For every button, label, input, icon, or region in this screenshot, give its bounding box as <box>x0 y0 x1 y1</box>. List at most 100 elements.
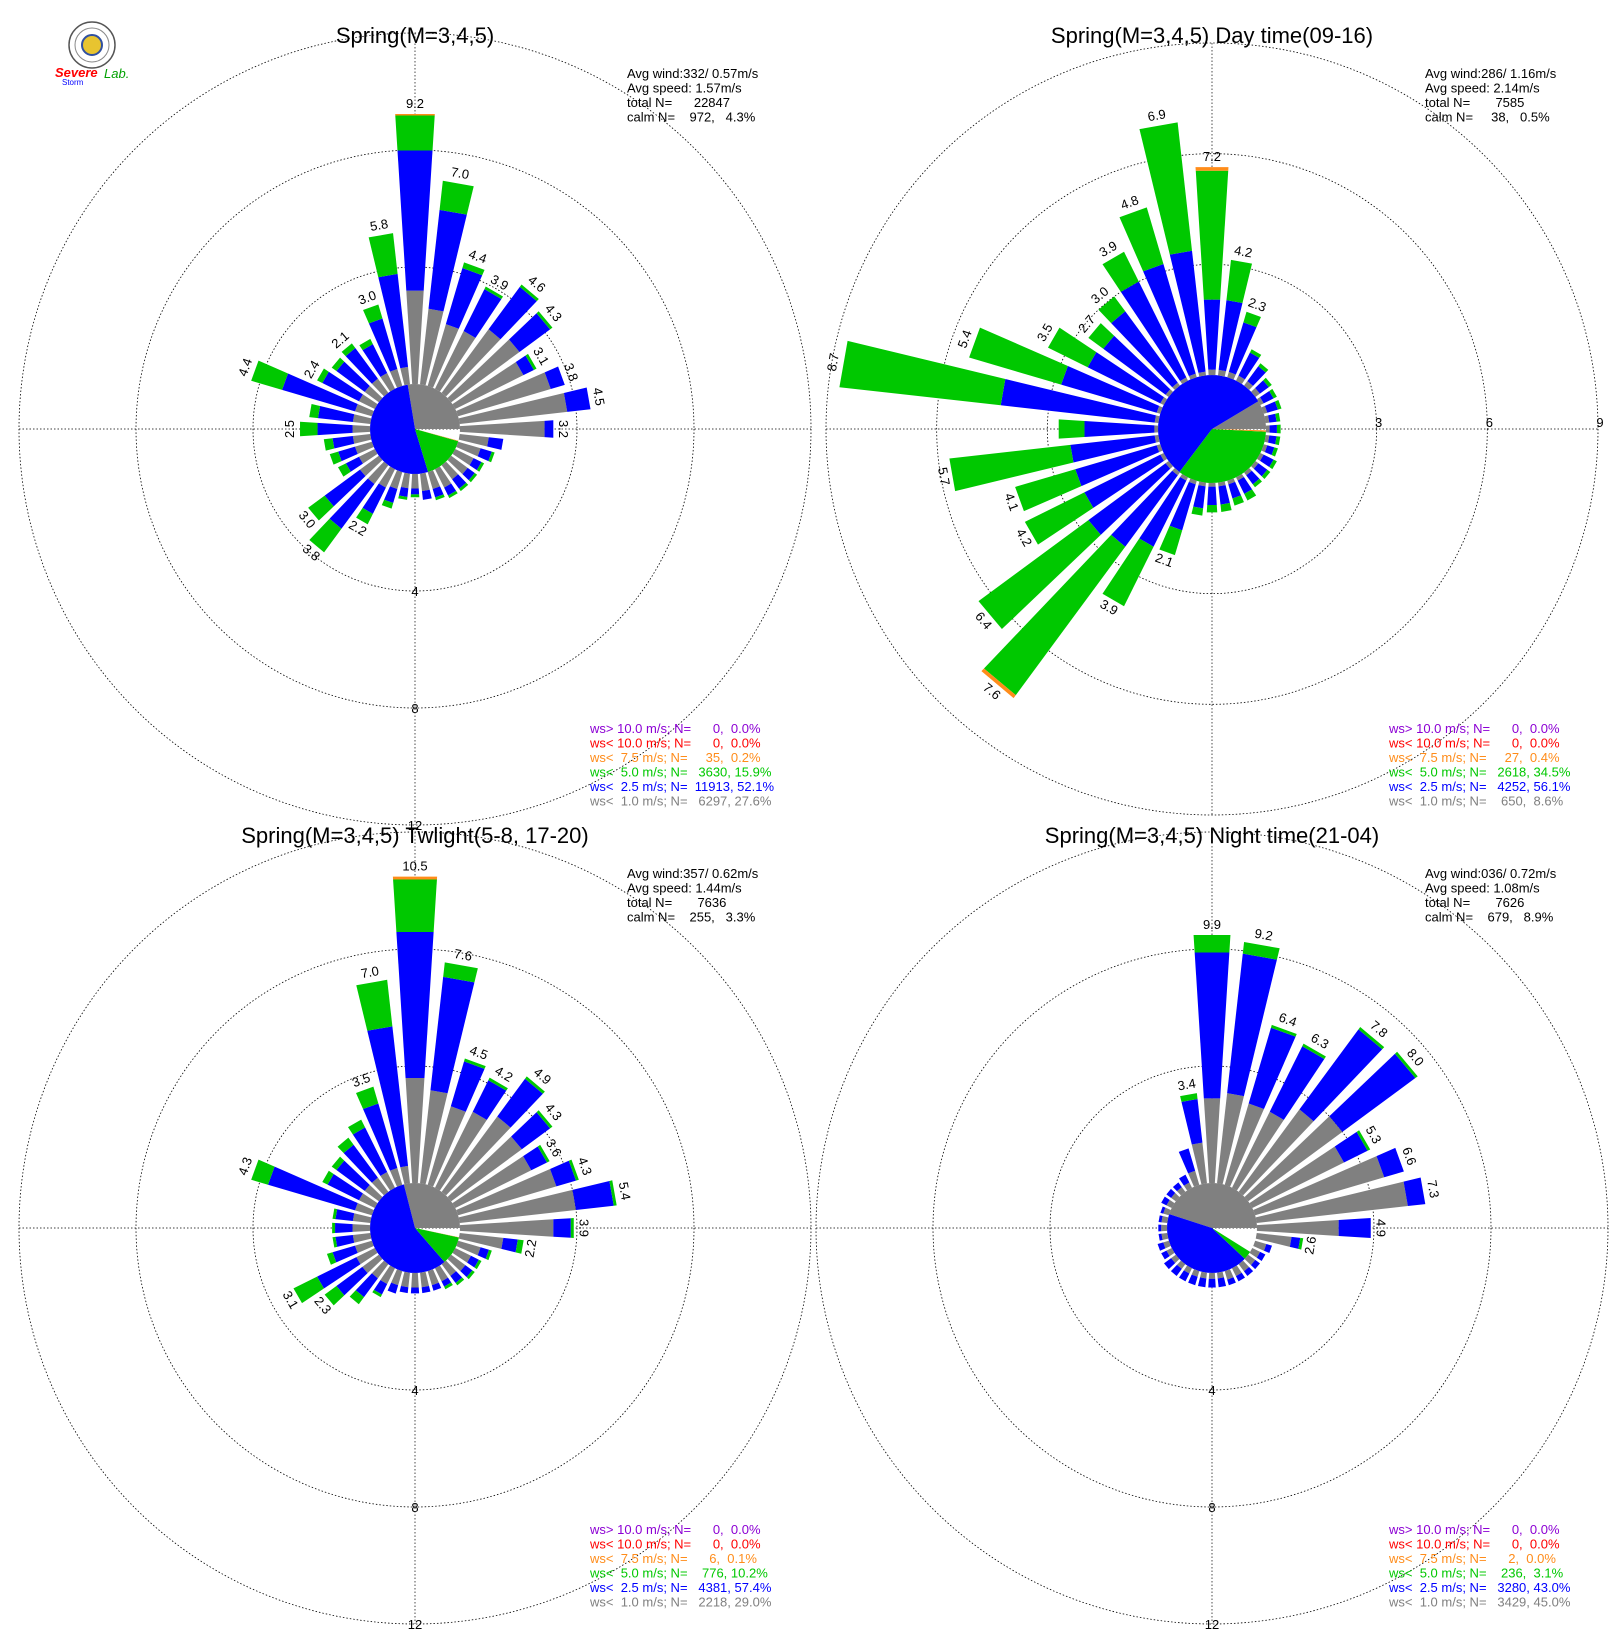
wind-bar-segment <box>1244 1116 1343 1202</box>
wind-bar-segment <box>1198 371 1206 377</box>
wind-bar-segment <box>435 494 445 501</box>
wind-bar-segment <box>1237 477 1253 494</box>
wind-bar-segment <box>444 1282 453 1290</box>
wind-bar-segment <box>329 478 375 529</box>
wind-bar-segment <box>444 483 457 496</box>
wind-bar-segment <box>364 1184 383 1202</box>
wind-bar-segment <box>1358 1026 1385 1050</box>
stat-calm-n: calm N= 38, 0.5% <box>1425 110 1550 125</box>
wind-bar-segment <box>1269 459 1277 470</box>
wind-bar-segment <box>1111 470 1178 547</box>
wind-bar-segment <box>1275 436 1281 446</box>
wind-bar-segment <box>472 1080 507 1120</box>
wind-bar-segment <box>373 1280 388 1295</box>
wind-bar-segment <box>336 1266 368 1296</box>
lab-logo: Severe Storm Lab. <box>55 21 129 87</box>
wind-bar-segment <box>439 180 474 215</box>
bar-value-label: 7.6 <box>453 946 473 964</box>
wind-bar-segment <box>839 340 1006 406</box>
wind-bar-segment <box>1139 477 1187 547</box>
wind-bar-segment <box>1015 469 1082 512</box>
wind-bar-segment <box>378 273 409 369</box>
wind-bar-segment <box>349 1290 364 1305</box>
wind-bar-segment <box>536 1110 553 1129</box>
wind-bar-segment <box>1227 1277 1236 1286</box>
legend-entry: ws> 10.0 m/s; N= 0, 0.0% <box>589 721 761 736</box>
wind-bar-segment <box>427 1106 466 1187</box>
wind-bar-segment <box>1268 413 1277 423</box>
bar-value-label: 4.5 <box>468 1042 490 1062</box>
wind-bar-segment <box>1227 371 1236 380</box>
bar-value-label: 7.0 <box>450 164 470 182</box>
wind-bar-segment <box>1188 1274 1198 1286</box>
stat-avg-wind: Avg wind:036/ 0.72m/s <box>1425 866 1557 881</box>
wind-bar-segment <box>509 313 551 352</box>
wind-bar-segment <box>309 518 342 553</box>
legend-entry: ws< 2.5 m/s; N= 4381, 57.4% <box>589 1580 772 1595</box>
bar-value-label: 4.3 <box>575 1155 595 1177</box>
wind-bar-segment <box>456 1240 481 1256</box>
wind-bar-segment <box>389 470 403 490</box>
wind-bar-segment <box>1172 1182 1182 1192</box>
wind-bar-segment <box>363 1103 398 1171</box>
wind-bar-segment <box>1180 1093 1198 1102</box>
bar-value-label: 4.2 <box>1233 243 1253 261</box>
wind-bar-segment <box>359 338 373 351</box>
bar-value-label: 6.4 <box>1277 1009 1299 1029</box>
wind-bar-segment <box>452 1156 532 1208</box>
bar-value-label: 3.0 <box>356 287 378 307</box>
wind-bar-segment <box>1218 369 1226 377</box>
wind-bar-segment <box>1176 1260 1186 1269</box>
ring-label: 9 <box>1596 415 1603 430</box>
wind-bar-segment <box>430 976 475 1094</box>
wind-bar-segment <box>550 1160 577 1187</box>
legend-entry: ws< 2.5 m/s; N= 3280, 43.0% <box>1388 1580 1571 1595</box>
wind-bar-segment <box>1253 1240 1267 1251</box>
calm-pie-slice <box>1212 429 1266 432</box>
wind-bar-segment <box>1338 1218 1371 1238</box>
wind-bar-segment <box>1302 1043 1326 1059</box>
wind-bar-segment <box>452 1248 472 1263</box>
bar-value-label: 7.0 <box>360 963 380 981</box>
wind-bar-segment <box>410 494 420 498</box>
wind-bar-segment <box>317 406 355 423</box>
wind-bar-segment <box>537 1144 550 1163</box>
wind-bar-segment <box>1253 1156 1385 1216</box>
wind-bar-segment <box>511 1112 551 1150</box>
ring-label: 12 <box>1205 1617 1219 1632</box>
wind-bar-segment <box>456 441 481 457</box>
wind-bar-segment <box>468 473 478 483</box>
legend-entry: ws> 10.0 m/s; N= 0, 0.0% <box>1388 1522 1560 1537</box>
wind-bar-segment <box>380 372 395 392</box>
wind-bar-segment <box>336 1160 370 1191</box>
wind-bar-segment <box>459 420 545 438</box>
wind-bar-segment <box>519 284 539 302</box>
wind-bar-segment <box>1244 381 1254 390</box>
wind-bar-segment <box>371 1177 389 1196</box>
wind-bar-segment <box>1084 420 1155 438</box>
wind-bar-segment <box>1075 445 1160 487</box>
wind-bar-segment <box>1158 1233 1163 1241</box>
wind-bar-segment <box>572 1180 614 1210</box>
wind-bar-segment <box>1252 478 1262 488</box>
wind-rose-panel-day: Spring(M=3,4,5) Day time(09-16)3 6 97.24.2… <box>824 23 1604 816</box>
ring-label: 8 <box>1208 1500 1215 1515</box>
wind-bar-segment <box>1260 454 1274 468</box>
wind-bar-segment <box>1289 1236 1301 1249</box>
wind-bar-segment <box>1139 122 1192 255</box>
wind-bar-segment <box>1179 1174 1190 1186</box>
legend-entry: ws< 2.5 m/s; N= 11913, 52.1% <box>589 779 774 794</box>
wind-bar-segment <box>1235 1272 1245 1282</box>
wind-bar-segment <box>452 449 474 466</box>
wind-bar-segment <box>1270 1024 1297 1037</box>
wind-bar-segment <box>1218 481 1226 487</box>
wind-bar-segment <box>352 1213 372 1223</box>
wind-bar-segment <box>1176 1187 1186 1196</box>
wind-bar-segment <box>378 466 395 488</box>
wind-bar-segment <box>983 534 1126 696</box>
legend-entry: ws< 10.0 m/s; N= 0, 0.0% <box>1388 1537 1560 1552</box>
wind-bar-segment <box>420 308 444 386</box>
wind-bar-segment <box>324 469 366 507</box>
wind-bar-segment <box>1197 1277 1207 1288</box>
wind-bar-segment <box>474 1259 482 1270</box>
